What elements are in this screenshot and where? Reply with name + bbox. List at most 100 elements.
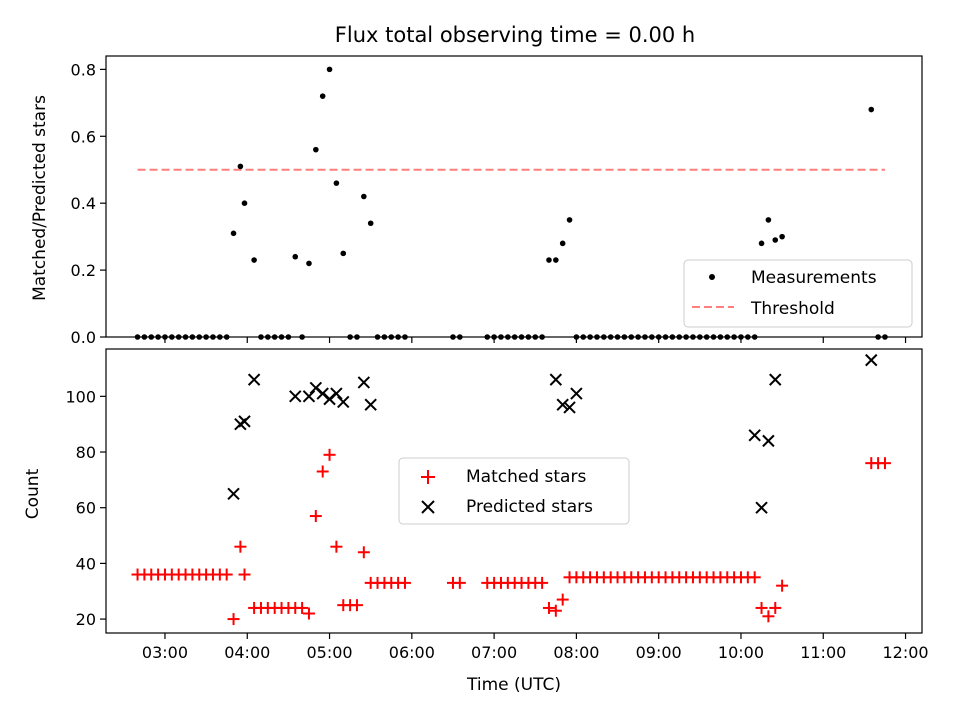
x-tick-label: 03:00	[142, 643, 188, 662]
x-tick-label: 04:00	[224, 643, 270, 662]
x-tick-label: 11:00	[800, 643, 846, 662]
x-axis-label: Time (UTC)	[466, 675, 561, 695]
legend-predicted-label: Predicted stars	[466, 497, 593, 517]
top-y-tick-label: 0.2	[71, 261, 96, 280]
legend-measurements-label: Measurements	[751, 268, 877, 288]
matched-star-point	[762, 610, 775, 623]
matched-star-point	[323, 448, 336, 461]
matched-star-point	[316, 465, 329, 478]
predicted-star-point	[364, 398, 377, 411]
predicted-star-point	[762, 434, 775, 448]
top-y-tick-label: 0.6	[71, 127, 96, 146]
bottom-axes-frame	[105, 348, 923, 634]
predicted-stars-points	[227, 353, 878, 514]
predicted-star-point	[247, 373, 261, 386]
predicted-star-point	[330, 387, 343, 400]
legend-matched-marker	[421, 470, 435, 484]
measurement-point	[559, 240, 566, 247]
matched-star-point	[769, 601, 782, 614]
top-y-ticks: 0.0 0.2 0.4 0.6 0.8	[71, 60, 106, 347]
matched-star-point	[330, 540, 343, 553]
predicted-star-point	[238, 415, 251, 428]
top-legend: Measurements Threshold	[683, 259, 913, 328]
bottom-y-tick-label: 100	[65, 387, 96, 406]
matched-star-point	[357, 546, 370, 559]
measurement-point	[306, 260, 312, 267]
x-tick-label: 07:00	[471, 643, 517, 662]
bottom-legend: Matched stars Predicted stars	[398, 457, 630, 525]
predicted-star-point	[865, 353, 878, 367]
bottom-legend-box	[398, 457, 630, 525]
top-y-tick-label: 0.4	[71, 194, 96, 213]
x-tick-label: 05:00	[306, 643, 352, 662]
bottom-y-tick-label: 40	[76, 554, 96, 573]
top-y-axis-label: Matched/Predicted stars	[30, 95, 50, 301]
predicted-star-point	[748, 429, 761, 442]
measurement-point	[765, 217, 772, 223]
measurement-point	[237, 163, 244, 170]
measurement-point	[251, 257, 257, 263]
matched-star-point	[398, 576, 411, 589]
measurement-point	[292, 253, 299, 260]
top-axes-frame	[105, 55, 923, 338]
predicted-star-point	[289, 390, 302, 403]
measurement-point	[319, 93, 326, 99]
measurement-point	[241, 200, 248, 206]
measurement-point	[546, 257, 552, 263]
matched-star-point	[350, 599, 363, 612]
matched-stars-points	[131, 448, 891, 626]
matched-star-point	[227, 613, 240, 626]
predicted-star-point	[337, 395, 350, 409]
x-tick-label: 08:00	[553, 643, 599, 662]
legend-measurements-marker	[709, 274, 715, 280]
predicted-star-point	[570, 387, 583, 400]
measurement-point	[772, 237, 779, 243]
matched-star-point	[220, 568, 233, 581]
predicted-star-point	[563, 401, 576, 414]
top-y-tick-label: 0.0	[71, 328, 96, 347]
measurement-point	[868, 106, 875, 113]
matched-star-point	[542, 601, 555, 614]
top-panel: 0.00.20.40.60.8 Matched/Predicted stars …	[30, 55, 923, 347]
matched-star-point	[776, 579, 789, 592]
x-tick-label: 10:00	[718, 643, 764, 662]
matched-star-point	[296, 601, 309, 614]
matched-star-point	[878, 457, 891, 470]
bottom-y-ticks: 20 40 60 80 100	[65, 387, 106, 629]
legend-predicted-marker	[421, 500, 435, 514]
predicted-star-point	[357, 376, 371, 389]
measurement-point	[367, 220, 374, 227]
x-tick-label: 06:00	[389, 643, 435, 662]
measurement-point	[361, 193, 367, 200]
predicted-star-point	[549, 373, 563, 386]
predicted-star-point	[755, 501, 768, 514]
predicted-star-point	[556, 398, 569, 411]
matched-star-point	[755, 601, 768, 614]
matched-star-point	[556, 593, 569, 606]
bottom-x-ticks: 03:00 04:00 05:00 06:00 07:00 08:00 09:00 10:00…	[142, 633, 929, 662]
predicted-star-point	[302, 390, 316, 403]
x-tick-label: 09:00	[636, 643, 682, 662]
bottom-y-tick-label: 80	[76, 443, 96, 462]
measurement-point	[333, 180, 340, 186]
top-y-tick-label: 0.8	[71, 60, 96, 79]
measurement-point	[553, 257, 559, 263]
measurement-point	[313, 146, 319, 153]
measurement-point	[230, 230, 237, 237]
top-legend-box	[683, 259, 913, 328]
x-tick-label: 12:00	[882, 643, 928, 662]
bottom-y-axis-label: Count	[23, 468, 43, 519]
matched-star-point	[302, 607, 315, 620]
matched-star-point	[748, 571, 761, 584]
predicted-star-point	[769, 373, 782, 386]
matched-star-point	[453, 576, 466, 589]
measurement-point	[758, 240, 765, 247]
bottom-y-tick-label: 60	[76, 499, 96, 518]
legend-threshold-label: Threshold	[750, 299, 835, 319]
matched-star-point	[309, 510, 322, 523]
matched-star-point	[234, 540, 247, 553]
predicted-star-point	[227, 487, 240, 500]
matched-star-point	[549, 604, 562, 617]
